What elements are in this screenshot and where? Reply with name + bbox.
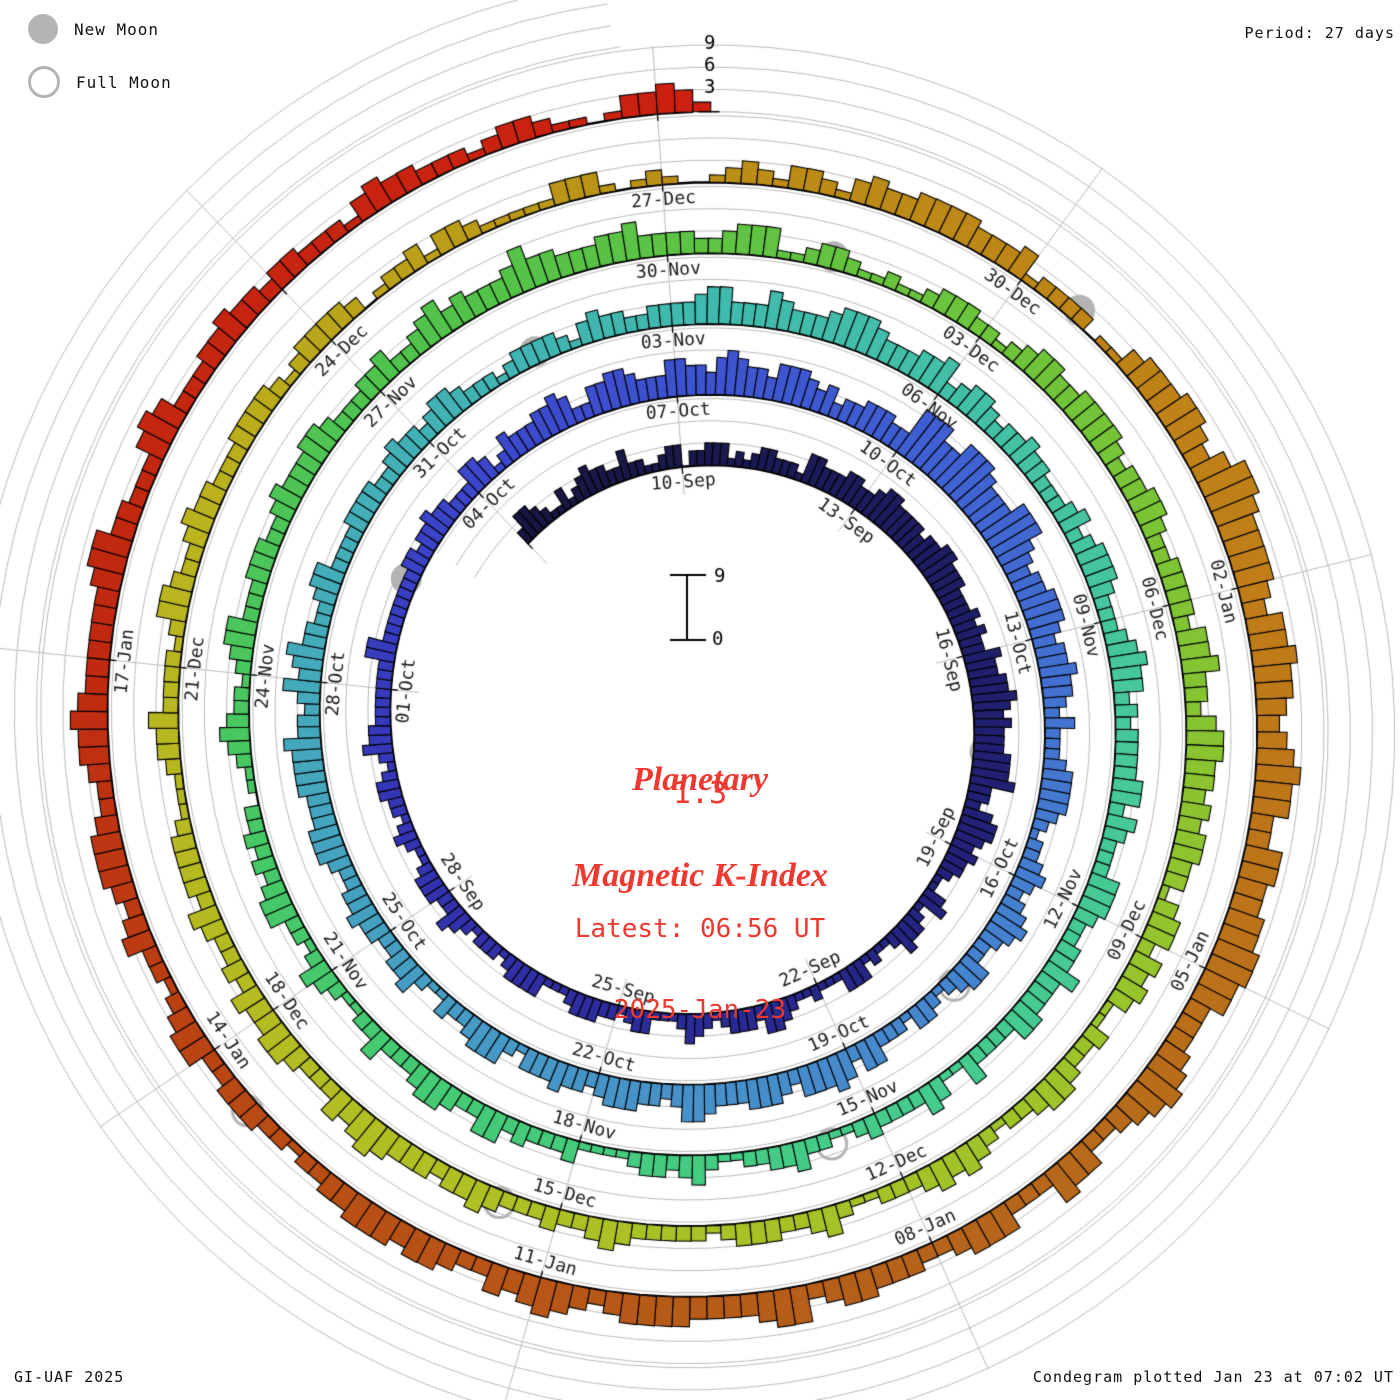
new-moon-icon [28, 14, 58, 44]
latest-time: Latest: 06:56 UT [574, 914, 826, 944]
footer-credit: GI-UAF 2025 [14, 1368, 125, 1386]
chart-title: Planetary Magnetic K-Index [572, 700, 828, 956]
chart-title-line2: Magnetic K-Index [572, 857, 828, 894]
current-k-value: 1.3 [672, 776, 728, 811]
period-label: Period: 27 days [1244, 24, 1395, 42]
latest-date: 2025-Jan-23 [613, 995, 787, 1025]
new-moon-label: New Moon [74, 19, 160, 39]
chart-title-line1: Planetary [632, 761, 768, 798]
full-moon-label: Full Moon [76, 72, 172, 92]
full-moon-icon [28, 66, 60, 98]
legend-new-moon: New Moon [28, 14, 159, 44]
latest-readout: Latest: 06:56 UT 2025-Jan-23 [575, 862, 825, 1078]
legend-full-moon: Full Moon [28, 66, 172, 98]
footer-plotted: Condegram plotted Jan 23 at 07:02 UT [1032, 1368, 1394, 1386]
